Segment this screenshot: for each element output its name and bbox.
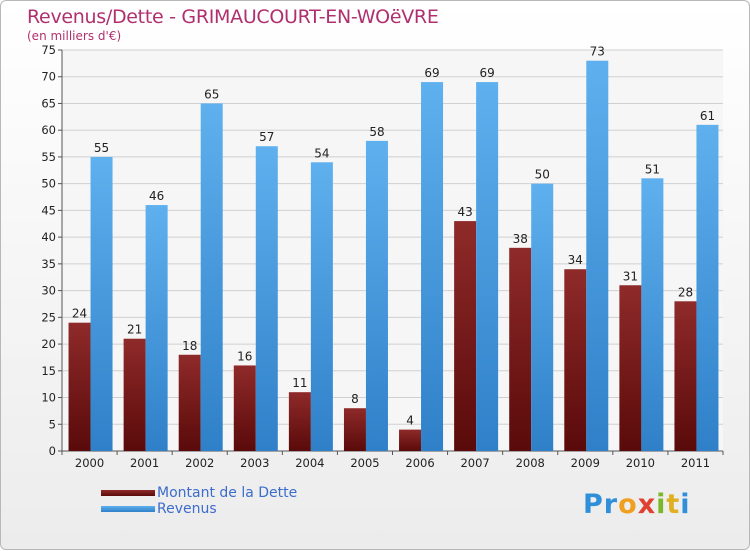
bar-revenus [586,60,609,452]
data-label-revenus: 61 [700,109,715,123]
x-tick-label: 2002 [185,456,214,470]
legend-label-revenus: Revenus [157,501,217,517]
data-label-revenus: 51 [645,162,660,176]
bar-debt [233,365,256,451]
grid-layer [62,49,723,452]
y-tick-label: 35 [41,257,56,271]
data-label-debt: 18 [182,339,197,353]
x-tick-label: 2010 [626,456,655,470]
bar-revenus [90,156,113,451]
x-tick-label: 2009 [571,456,600,470]
y-tick-label: 55 [41,150,56,164]
bar-revenus [421,82,444,451]
bar-layer [68,60,719,452]
bar-debt [619,285,642,451]
label-layer: 24 55 21 46 18 65 16 57 11 54 8 58 4 69 43 69 38 50 34 73 31… [72,45,715,428]
legend-item-debt: Montant de la Dette [101,485,401,501]
x-tick-label: 2011 [681,456,710,470]
x-tick-label: 2008 [516,456,545,470]
y-tick-label: 20 [41,337,56,351]
bar-debt [288,392,311,451]
bar-revenus [365,140,388,452]
logo-letter: P [583,489,604,520]
bar-debt [509,247,532,451]
legend-swatch-debt [101,490,155,496]
bar-debt [343,408,366,451]
data-label-debt: 38 [513,232,528,246]
x-tick-label: 2003 [240,456,269,470]
data-label-revenus: 73 [590,45,605,59]
logo-letter: o [618,489,638,520]
legend-item-revenus: Revenus [101,501,401,517]
logo-letter: r [603,489,619,520]
bar-revenus [641,178,664,451]
y-tick-label: 60 [41,123,56,137]
data-label-debt: 11 [292,376,307,390]
bar-revenus [696,124,719,451]
plot-area [62,50,723,451]
legend-swatch-revenus [101,506,155,512]
data-label-revenus: 69 [424,66,439,80]
bar-revenus [145,205,168,451]
data-label-debt: 16 [237,349,252,363]
logo-letter: x [637,489,657,520]
bar-debt [674,301,697,451]
x-tick-label: 2005 [350,456,379,470]
data-label-debt: 21 [127,323,142,337]
x-tick-label: 2004 [295,456,324,470]
y-tick-label: 65 [41,96,56,110]
bar-debt [178,354,201,451]
data-label-debt: 4 [406,414,414,428]
data-label-revenus: 65 [204,87,219,101]
y-tick-label: 50 [41,177,56,191]
bar-revenus [200,103,223,451]
logo-letter: i [680,489,691,520]
bar-debt [399,429,422,451]
x-tick-label: 2007 [460,456,489,470]
data-label-revenus: 69 [479,66,494,80]
axis-layer: 0 5 10 15 20 25 30 35 40 45 50 55 60 65 70 75 2000 2001 20… [41,43,724,470]
bar-debt [454,221,477,451]
chart-subtitle: (en milliers d'€) [27,29,122,43]
data-label-revenus: 50 [535,168,550,182]
y-tick-label: 25 [41,310,56,324]
data-label-debt: 43 [457,205,472,219]
y-tick-label: 5 [49,417,56,431]
data-label-debt: 24 [72,307,87,321]
y-tick-label: 75 [41,43,56,57]
y-tick-label: 70 [41,70,56,84]
bar-debt [123,338,146,451]
data-label-revenus: 57 [259,130,274,144]
bar-revenus [531,183,554,451]
data-label-revenus: 54 [314,146,329,160]
y-tick-label: 40 [41,230,56,244]
y-tick-label: 10 [41,391,56,405]
data-label-debt: 8 [351,392,359,406]
logo-letter: t [666,489,681,520]
data-label-revenus: 55 [94,141,109,155]
x-tick-label: 2001 [130,456,159,470]
data-label-debt: 34 [568,253,583,267]
y-tick-label: 0 [49,444,56,458]
bar-revenus [255,146,278,452]
y-tick-label: 45 [41,203,56,217]
legend-label-debt: Montant de la Dette [157,485,298,501]
data-label-revenus: 46 [149,189,164,203]
bar-revenus [310,162,333,451]
x-tick-label: 2006 [405,456,434,470]
logo-letter: i [656,489,667,520]
data-label-revenus: 58 [369,125,384,139]
data-label-debt: 31 [623,269,638,283]
bar-debt [68,322,91,451]
proxiti-logo: Proxiti [583,489,691,520]
chart-title: Revenus/Dette - GRIMAUCOURT-EN-WOëVRE [27,6,439,28]
data-label-debt: 28 [678,285,693,299]
y-tick-label: 15 [41,364,56,378]
y-tick-label: 30 [41,284,56,298]
bar-debt [564,269,587,451]
bar-revenus [476,82,499,451]
x-tick-label: 2000 [75,456,104,470]
